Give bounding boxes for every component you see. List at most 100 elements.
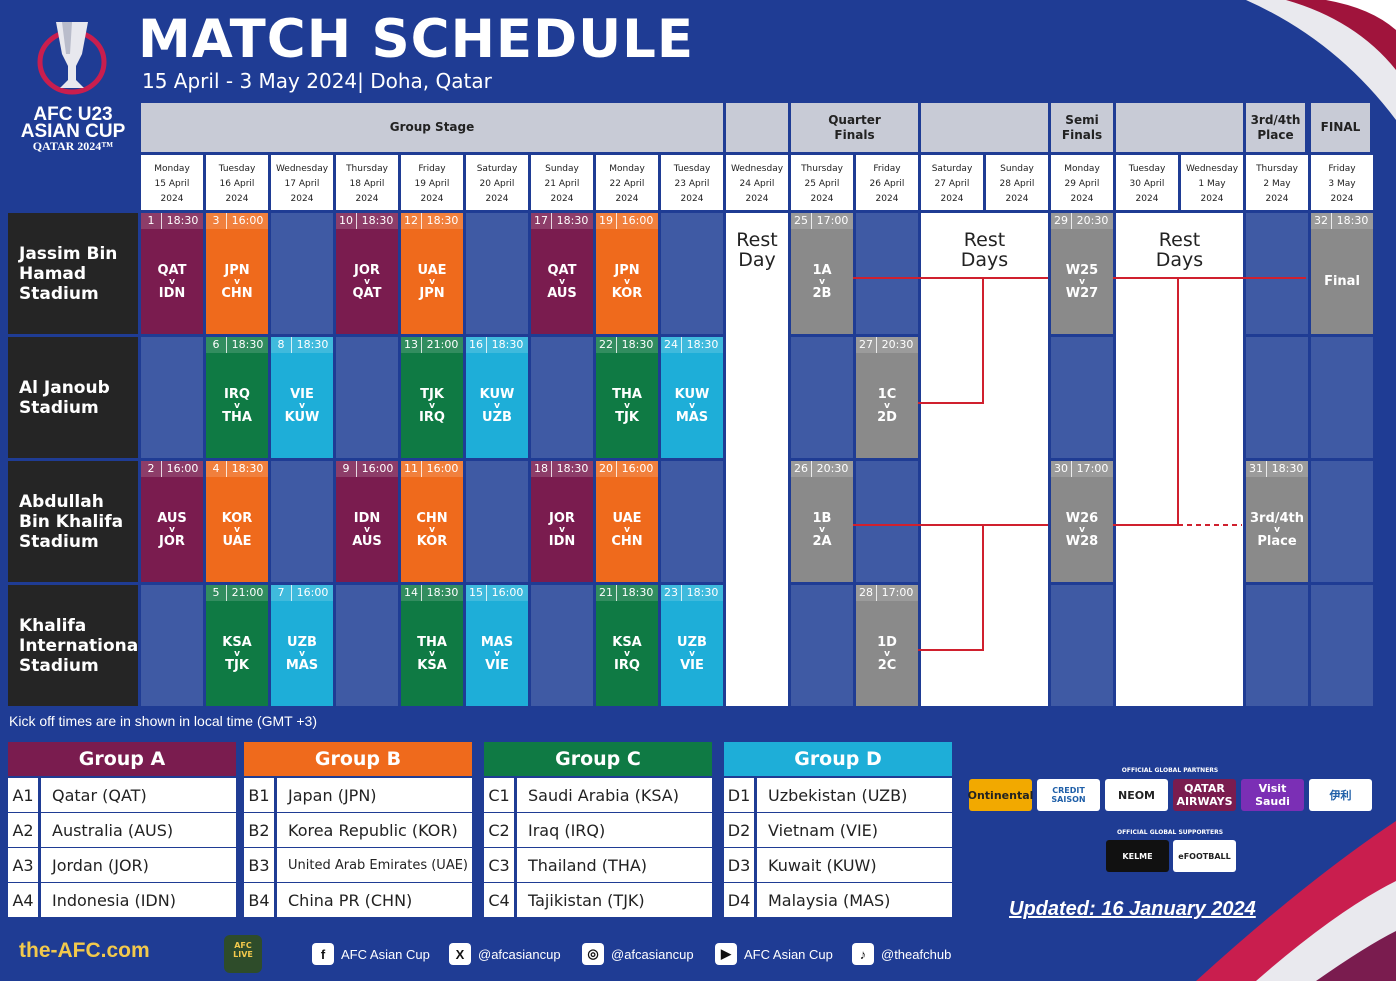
away-team: W27 <box>1065 285 1099 301</box>
rest-label: Rest <box>1158 229 1201 251</box>
match-number: 6 <box>212 338 220 351</box>
match-card[interactable]: 8 18:30 VIE v KUW <box>271 337 333 458</box>
match-teams: 3rd/4th v Place <box>1246 461 1308 582</box>
logo-line3: QATAR 2024™ <box>32 139 114 153</box>
match-card[interactable]: 28 17:00 1D v 2C <box>856 585 918 706</box>
match-card[interactable]: 7 16:00 UZB v MAS <box>271 585 333 706</box>
empty-slot <box>791 585 853 706</box>
website-link[interactable]: the-AFC.com <box>19 939 150 962</box>
away-team: MAS <box>285 657 319 673</box>
versus-label: v <box>884 400 890 411</box>
match-card[interactable]: 32 18:30 Final <box>1311 213 1373 334</box>
match-card[interactable]: 14 18:30 THA v KSA <box>401 585 463 706</box>
match-card[interactable]: 21 18:30 KSA v IRQ <box>596 585 658 706</box>
match-card[interactable]: 31 18:30 3rd/4th v Place <box>1246 461 1308 582</box>
match-header: 6 18:30 <box>206 337 268 353</box>
match-card[interactable]: 12 18:30 UAE v JPN <box>401 213 463 334</box>
kickoff-time: 18:30 <box>291 337 333 353</box>
match-card[interactable]: 29 20:30 W25 v W27 <box>1051 213 1113 334</box>
match-card[interactable]: 3 16:00 JPN v CHN <box>206 213 268 334</box>
team-code: A4 <box>8 883 38 917</box>
away-team: 2A <box>812 533 832 549</box>
empty-slot <box>1051 585 1113 706</box>
team-code: A3 <box>8 848 38 882</box>
group-team-row: A3 Jordan (JOR) <box>8 848 236 882</box>
away-team: 2C <box>877 657 897 673</box>
x-icon: X <box>449 943 471 965</box>
home-team: MAS <box>480 634 514 650</box>
rest-label: Days <box>1155 249 1204 271</box>
versus-label: v <box>819 524 825 535</box>
match-header: 14 18:30 <box>401 585 463 601</box>
match-card[interactable]: 26 20:30 1B v 2A <box>791 461 853 582</box>
stage-header <box>726 103 788 152</box>
match-header: 7 16:00 <box>271 585 333 601</box>
match-number: 2 <box>147 462 155 475</box>
team-name: Jordan (JOR) <box>41 848 236 882</box>
match-card[interactable]: 27 20:30 1C v 2D <box>856 337 918 458</box>
group-header: Group C <box>484 742 712 776</box>
versus-label: v <box>429 400 435 411</box>
social-link[interactable]: X @afcasiancup <box>449 943 561 965</box>
kickoff-time: 16:00 <box>356 461 398 477</box>
team-name: Qatar (QAT) <box>41 778 236 812</box>
match-number: 23 <box>664 586 678 599</box>
day-date: 15 April <box>154 179 190 189</box>
home-team: UAE <box>417 262 447 278</box>
match-card[interactable]: 25 17:00 1A v 2B <box>791 213 853 334</box>
logo-line2: ASIAN CUP <box>20 121 126 142</box>
stadium-name: Khalifa International Stadium <box>19 615 138 676</box>
home-team: W25 <box>1065 262 1099 278</box>
match-card[interactable]: 6 18:30 IRQ v THA <box>206 337 268 458</box>
match-card[interactable]: 19 16:00 JPN v KOR <box>596 213 658 334</box>
group-team-row: C2 Iraq (IRQ) <box>484 813 712 847</box>
match-card[interactable]: 11 16:00 CHN v KOR <box>401 461 463 582</box>
empty-slot <box>661 213 723 334</box>
match-teams: MAS v VIE <box>466 585 528 706</box>
social-link[interactable]: ▶ AFC Asian Cup <box>715 943 833 965</box>
match-card[interactable]: 30 17:00 W26 v W28 <box>1051 461 1113 582</box>
versus-label: v <box>624 276 630 287</box>
match-number: 27 <box>859 338 873 351</box>
match-number: 5 <box>212 586 220 599</box>
match-teams: QAT v AUS <box>531 213 593 334</box>
kickoff-time: 16:00 <box>421 461 463 477</box>
match-card[interactable]: 2 16:00 AUS v JOR <box>141 461 203 582</box>
match-card[interactable]: 24 18:30 KUW v MAS <box>661 337 723 458</box>
match-card[interactable]: 17 18:30 QAT v AUS <box>531 213 593 334</box>
social-link[interactable]: f AFC Asian Cup <box>312 943 430 965</box>
match-card[interactable]: 1 18:30 QAT v IDN <box>141 213 203 334</box>
match-card[interactable]: 15 16:00 MAS v VIE <box>466 585 528 706</box>
team-code: D3 <box>724 848 754 882</box>
social-link[interactable]: ◎ @afcasiancup <box>582 943 694 965</box>
match-header: 24 18:30 <box>661 337 723 353</box>
updated-date: Updated: 16 January 2024 <box>1009 898 1256 920</box>
match-card[interactable]: 4 18:30 KOR v UAE <box>206 461 268 582</box>
team-name: United Arab Emirates (UAE) <box>277 848 472 882</box>
match-card[interactable]: 16 18:30 KUW v UZB <box>466 337 528 458</box>
team-code: B3 <box>244 848 274 882</box>
match-header: 31 18:30 <box>1246 461 1308 477</box>
match-header: 22 18:30 <box>596 337 658 353</box>
match-card[interactable]: 23 18:30 UZB v VIE <box>661 585 723 706</box>
kickoff-time: 17:00 <box>876 585 918 601</box>
day-dow: Thursday <box>1256 164 1298 174</box>
social-link[interactable]: ♪ @theafchub <box>852 943 951 965</box>
day-year: 2024 <box>160 194 184 204</box>
away-team: THA <box>222 409 252 425</box>
day-header: Thursday 18 April 2024 <box>336 155 398 210</box>
empty-slot <box>661 461 723 582</box>
match-card[interactable]: 5 21:00 KSA v TJK <box>206 585 268 706</box>
match-header: 18 18:30 <box>531 461 593 477</box>
match-card[interactable]: 20 16:00 UAE v CHN <box>596 461 658 582</box>
match-card[interactable]: 18 18:30 JOR v IDN <box>531 461 593 582</box>
away-team: KOR <box>611 285 643 301</box>
away-team: IRQ <box>419 409 445 425</box>
match-card[interactable]: 22 18:30 THA v TJK <box>596 337 658 458</box>
day-date: 19 April <box>414 179 450 189</box>
stadium-name: Al Janoub Stadium <box>19 377 110 418</box>
match-card[interactable]: 9 16:00 IDN v AUS <box>336 461 398 582</box>
match-card[interactable]: 10 18:30 JOR v QAT <box>336 213 398 334</box>
match-teams: 1D v 2C <box>856 585 918 706</box>
match-card[interactable]: 13 21:00 TJK v IRQ <box>401 337 463 458</box>
